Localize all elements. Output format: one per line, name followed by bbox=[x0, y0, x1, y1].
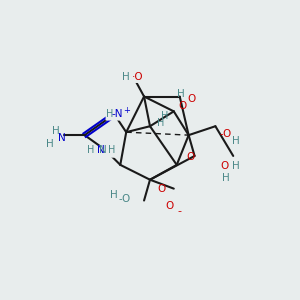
Text: N: N bbox=[97, 145, 105, 155]
Text: H: H bbox=[177, 88, 185, 98]
Text: H: H bbox=[232, 136, 239, 146]
Text: O: O bbox=[158, 184, 166, 194]
Text: N: N bbox=[99, 145, 106, 155]
Text: ·O: ·O bbox=[132, 72, 144, 82]
Text: H: H bbox=[157, 118, 164, 128]
FancyBboxPatch shape bbox=[106, 108, 123, 121]
FancyBboxPatch shape bbox=[126, 71, 141, 83]
Text: O: O bbox=[186, 152, 194, 162]
Text: H: H bbox=[122, 72, 130, 82]
Text: H: H bbox=[222, 173, 230, 183]
FancyBboxPatch shape bbox=[98, 145, 116, 158]
Text: O: O bbox=[165, 202, 173, 212]
Text: O: O bbox=[187, 94, 195, 104]
Text: N: N bbox=[58, 133, 66, 143]
Text: H: H bbox=[46, 139, 53, 149]
Text: H: H bbox=[52, 126, 60, 136]
Text: -O: -O bbox=[220, 129, 232, 139]
Text: O: O bbox=[178, 101, 187, 111]
Text: -: - bbox=[177, 206, 181, 216]
FancyBboxPatch shape bbox=[85, 154, 102, 167]
Text: H: H bbox=[108, 145, 116, 155]
Text: -N: -N bbox=[112, 109, 123, 119]
Text: H: H bbox=[232, 161, 239, 171]
Text: H: H bbox=[110, 190, 118, 200]
Text: H: H bbox=[106, 109, 114, 119]
Text: O: O bbox=[220, 161, 228, 171]
Text: +: + bbox=[123, 106, 130, 115]
Text: H: H bbox=[87, 145, 94, 155]
Text: -O: -O bbox=[118, 194, 131, 204]
Text: H: H bbox=[161, 111, 169, 121]
